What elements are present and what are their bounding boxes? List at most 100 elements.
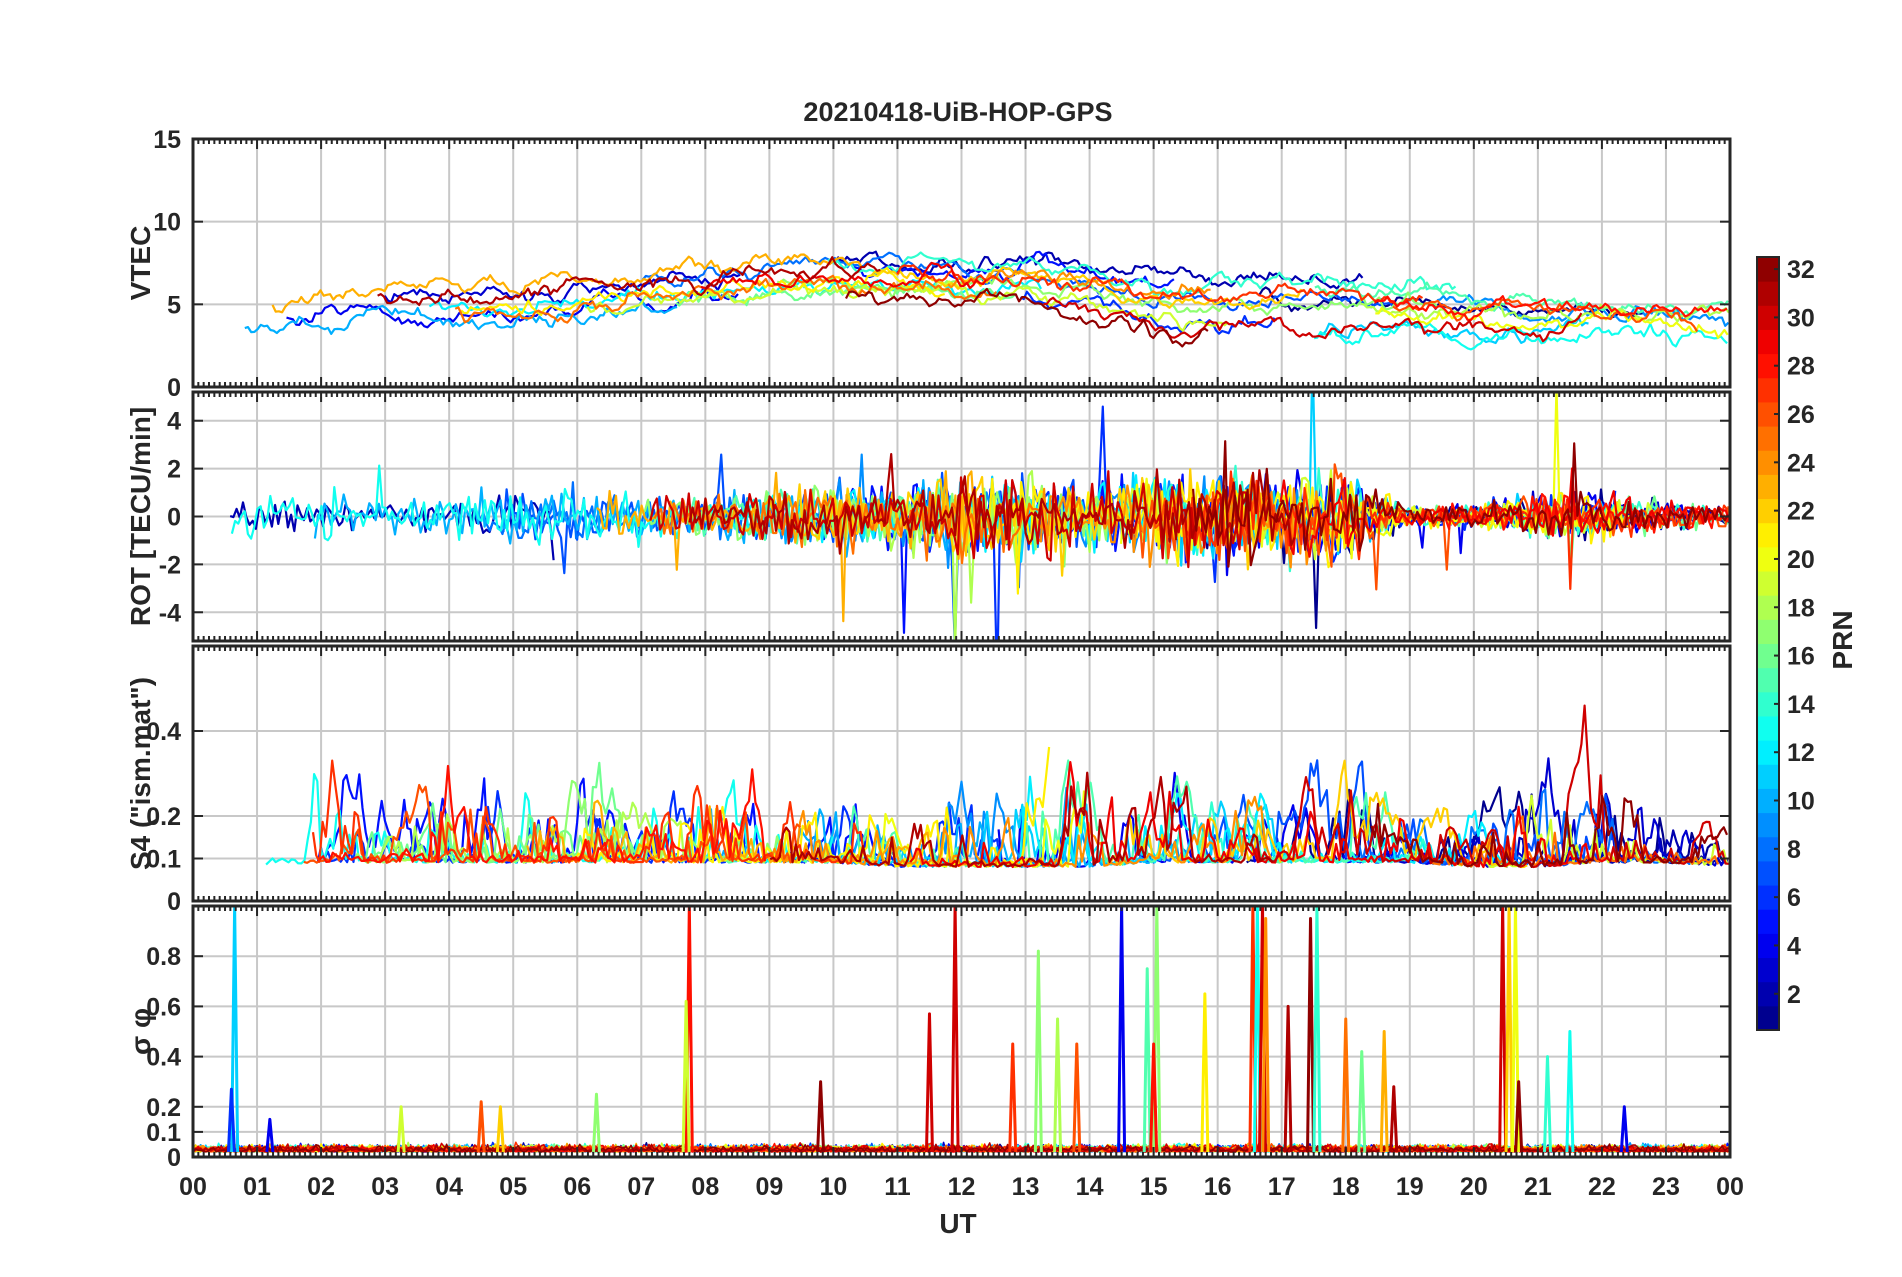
colorbar-swatch xyxy=(1757,885,1779,910)
colorbar-swatch xyxy=(1757,933,1779,959)
series-prn-25 xyxy=(454,274,998,324)
series-prn-22 xyxy=(1107,759,1528,869)
x-tick-label: 05 xyxy=(499,1173,527,1201)
y-tick-label: 10 xyxy=(153,209,181,237)
series-prn-14 xyxy=(827,251,1457,297)
y-tick-label: 0.1 xyxy=(146,846,181,874)
y-axis-label-rot: ROT [TECU/min] xyxy=(125,407,156,626)
spike-prn-30 xyxy=(950,906,960,1152)
colorbar-swatch xyxy=(1757,498,1779,524)
spike-prn-13 xyxy=(1565,1030,1575,1153)
spike-prn-18 xyxy=(1053,1017,1063,1153)
colorbar-swatch xyxy=(1757,788,1779,814)
colorbar-swatch xyxy=(1757,377,1779,403)
series-prn-31 xyxy=(377,256,881,307)
colorbar-swatch xyxy=(1757,522,1779,548)
colorbar-tick-label: 14 xyxy=(1787,691,1815,719)
spike-prn-4 xyxy=(1117,906,1127,1152)
x-tick-label: 04 xyxy=(435,1173,463,1201)
colorbar-tick-label: 2 xyxy=(1787,981,1801,1009)
colorbar-swatch xyxy=(1757,426,1779,451)
colorbar-swatch xyxy=(1757,329,1779,355)
x-tick-label: 17 xyxy=(1268,1173,1296,1201)
series-prn-13 xyxy=(1313,322,1728,351)
x-tick-label: 12 xyxy=(948,1173,976,1201)
x-tick-label: 10 xyxy=(820,1173,848,1201)
colorbar-tick-label: 4 xyxy=(1787,932,1801,960)
series-prn-30 xyxy=(1043,296,1583,343)
x-tick-label: 23 xyxy=(1652,1173,1680,1201)
colorbar-swatch xyxy=(1757,257,1779,282)
y-axis-label-s4: S4 ("ism.mat") xyxy=(125,677,156,870)
y-axis-label-sigma_phi: σ φ xyxy=(125,1008,156,1055)
x-tick-label: 07 xyxy=(627,1173,655,1201)
grid-sigma_phi xyxy=(193,906,1730,1157)
spike-prn-24 xyxy=(1261,917,1271,1152)
x-tick-label: 00 xyxy=(179,1173,207,1201)
colorbar-swatch xyxy=(1757,353,1779,379)
colorbar-swatch xyxy=(1757,643,1779,669)
spike-prn-4 xyxy=(1619,1105,1629,1153)
spike-prn-20 xyxy=(1510,906,1520,1152)
y-tick-label: 0 xyxy=(167,504,181,532)
series-prn-24 xyxy=(770,795,1272,868)
spike-prn-17 xyxy=(1033,949,1043,1153)
chart-title: 20210418-UiB-HOP-GPS xyxy=(803,97,1112,127)
spike-prn-32 xyxy=(1514,1080,1524,1153)
colorbar-tick-label: 26 xyxy=(1787,401,1815,429)
colorbar-swatch xyxy=(1757,667,1779,693)
colorbar-swatch xyxy=(1757,595,1779,620)
colorbar-frame xyxy=(1756,256,1780,1031)
spike-prn-6 xyxy=(226,1087,236,1153)
colorbar-swatch xyxy=(1757,764,1779,789)
ticks-s4 xyxy=(192,646,1731,902)
x-tick-label: 16 xyxy=(1204,1173,1232,1201)
spike-prn-21 xyxy=(1200,992,1210,1153)
y-tick-label: 5 xyxy=(167,291,181,319)
colorbar-tick-label: 6 xyxy=(1787,884,1801,912)
series-prn-28 xyxy=(1373,295,1728,322)
colorbar-swatch xyxy=(1757,860,1779,886)
x-tick-label: 02 xyxy=(307,1173,335,1201)
panel-sigma-phi: 00.10.2 0.4 0.6 0.8 σ φ xyxy=(125,904,1732,1172)
y-tick-label: 0.1 xyxy=(146,1119,181,1147)
y-tick-label: 0.4 xyxy=(146,718,181,746)
series-prn-11 xyxy=(1319,316,1589,345)
colorbar-swatch xyxy=(1757,450,1779,475)
ticks-vtec xyxy=(192,138,1731,388)
spike-prn-25 xyxy=(1341,1017,1351,1153)
colorbar-swatch xyxy=(1757,740,1779,765)
series-prn-26 xyxy=(1392,298,1699,333)
series-prn-16 xyxy=(675,280,1017,307)
spike-prn-16 xyxy=(1357,1050,1367,1153)
series-prn-10 xyxy=(244,300,678,335)
spike-prn-22 xyxy=(1504,906,1514,1152)
colorbar-tick-label: 20 xyxy=(1787,546,1815,574)
traces-rot xyxy=(229,392,1730,641)
colorbar-tick-label: 10 xyxy=(1787,788,1815,816)
colorbar-tick-label: 22 xyxy=(1787,498,1815,526)
colorbar-swatch xyxy=(1757,909,1779,934)
panel-vtec: 0 5 10 15 VTEC xyxy=(125,126,1732,402)
colorbar-tick-label: 30 xyxy=(1787,304,1815,332)
grid-rot xyxy=(193,392,1730,641)
spike-prn-30 xyxy=(1498,906,1508,1152)
x-tick-label: 19 xyxy=(1396,1173,1424,1201)
spike-prn-14 xyxy=(1542,1055,1552,1153)
y-tick-label: -2 xyxy=(159,551,181,579)
ticks-sigma_phi xyxy=(192,906,1731,1158)
x-tick-label: 03 xyxy=(371,1173,399,1201)
series-prn-15 xyxy=(1314,281,1729,317)
y-tick-label: 0.2 xyxy=(146,803,181,831)
series-prn-31 xyxy=(688,453,1296,555)
traces-s4 xyxy=(265,704,1729,869)
colorbar-tick-label: 12 xyxy=(1787,739,1815,767)
series-prn-27 xyxy=(896,264,1424,308)
colorbar-label: PRN xyxy=(1827,610,1858,669)
x-tick-label: 15 xyxy=(1140,1173,1168,1201)
spike-prn-23 xyxy=(1379,1030,1389,1153)
y-tick-label: 15 xyxy=(153,126,181,154)
series-prn-23 xyxy=(271,253,863,314)
x-tick-label: 20 xyxy=(1460,1173,1488,1201)
colorbar-swatch xyxy=(1757,836,1779,862)
